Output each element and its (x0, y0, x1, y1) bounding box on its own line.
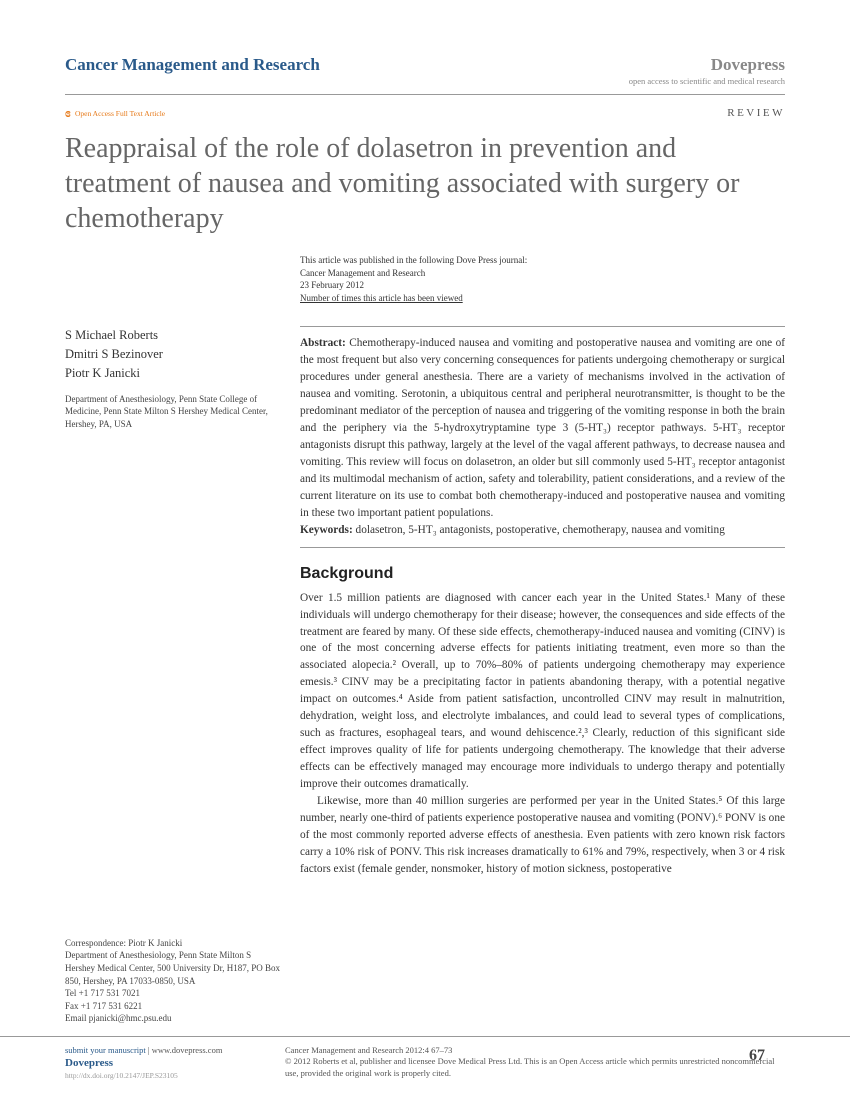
affiliation: Department of Anesthesiology, Penn State… (65, 393, 280, 431)
page-footer: submit your manuscript | www.dovepress.c… (0, 1036, 850, 1100)
abstract-block: Abstract: Chemotherapy-induced nausea an… (300, 326, 785, 547)
sidebar-column: S Michael Roberts Dmitri S Bezinover Pio… (65, 326, 300, 877)
footer-left: submit your manuscript | www.dovepress.c… (65, 1045, 265, 1080)
footer-citation: Cancer Management and Research 2012:4 67… (285, 1045, 785, 1056)
page-header: Cancer Management and Research Dovepress… (65, 55, 785, 86)
open-access-icon: ɞ (65, 105, 71, 121)
article-type: REVIEW (727, 107, 785, 119)
author-list: S Michael Roberts Dmitri S Bezinover Pio… (65, 326, 280, 382)
publisher-name: Dovepress (629, 55, 785, 75)
author: Dmitri S Bezinover (65, 345, 280, 364)
page-number: 67 (749, 1045, 765, 1067)
correspondence-address: Department of Anesthesiology, Penn State… (65, 949, 280, 987)
correspondence-label: Correspondence: Piotr K Janicki (65, 937, 280, 950)
author: Piotr K Janicki (65, 364, 280, 383)
keywords-body: dolasetron, 5-HT₃ antagonists, postopera… (353, 524, 725, 536)
badge-row: ɞ Open Access Full Text Article REVIEW (65, 105, 785, 121)
pub-meta-views: Number of times this article has been vi… (300, 292, 785, 305)
main-columns: S Michael Roberts Dmitri S Bezinover Pio… (65, 326, 785, 877)
correspondence-block: Correspondence: Piotr K Janicki Departme… (65, 937, 280, 1025)
pub-meta-line: This article was published in the follow… (300, 254, 785, 267)
abstract-body: Chemotherapy-induced nausea and vomiting… (300, 337, 785, 518)
content-column: Abstract: Chemotherapy-induced nausea an… (300, 326, 785, 877)
pub-meta-journal: Cancer Management and Research (300, 267, 785, 280)
footer-publisher: Dovepress (65, 1057, 265, 1069)
paragraph: Over 1.5 million patients are diagnosed … (300, 590, 785, 793)
body-text: Over 1.5 million patients are diagnosed … (300, 590, 785, 878)
abstract-label: Abstract: (300, 337, 346, 349)
keywords-label: Keywords: (300, 524, 353, 536)
abstract-text: Abstract: Chemotherapy-induced nausea an… (300, 335, 785, 521)
paragraph: Likewise, more than 40 million surgeries… (300, 793, 785, 878)
correspondence-tel: Tel +1 717 531 7021 (65, 987, 280, 1000)
section-heading: Background (300, 562, 785, 586)
header-divider (65, 94, 785, 95)
publication-meta: This article was published in the follow… (300, 254, 785, 304)
publisher-tagline: open access to scientific and medical re… (629, 76, 785, 86)
open-access-label: Open Access Full Text Article (75, 109, 165, 118)
open-access-badge: ɞ Open Access Full Text Article (65, 105, 165, 121)
correspondence-email: Email pjanicki@hmc.psu.edu (65, 1012, 280, 1025)
footer-copyright: © 2012 Roberts et al, publisher and lice… (285, 1056, 785, 1079)
publisher-block: Dovepress open access to scientific and … (629, 55, 785, 86)
pub-meta-date: 23 February 2012 (300, 279, 785, 292)
keywords-line: Keywords: dolasetron, 5-HT₃ antagonists,… (300, 522, 785, 539)
footer-right: 67 Cancer Management and Research 2012:4… (265, 1045, 785, 1080)
journal-name: Cancer Management and Research (65, 55, 320, 75)
article-title: Reappraisal of the role of dolasetron in… (65, 131, 785, 236)
author: S Michael Roberts (65, 326, 280, 345)
footer-doi: http://dx.doi.org/10.2147/JEP.S23105 (65, 1071, 265, 1080)
correspondence-fax: Fax +1 717 531 6221 (65, 1000, 280, 1013)
footer-submit: submit your manuscript | www.dovepress.c… (65, 1045, 265, 1055)
